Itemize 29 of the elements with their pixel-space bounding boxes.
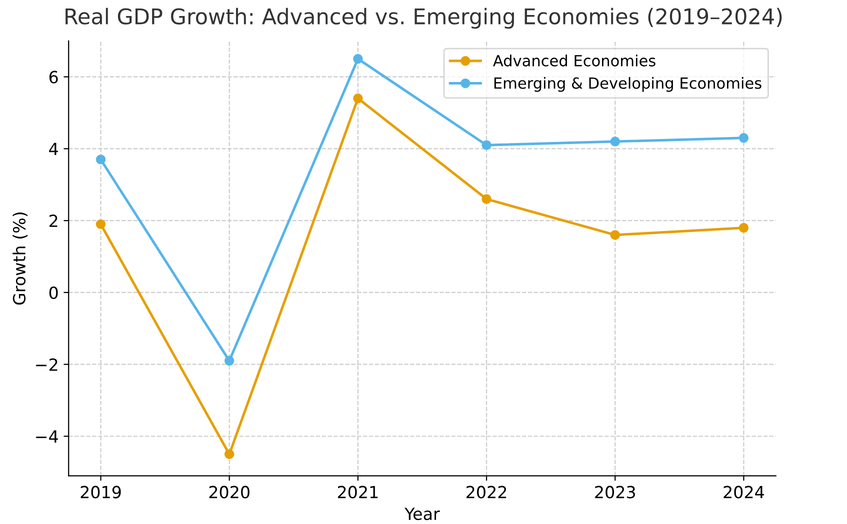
y-tick-label: 4	[49, 142, 58, 156]
point	[96, 219, 106, 230]
y-tick-label: 2	[50, 214, 58, 227]
y-tick-label: −4	[36, 430, 58, 443]
x-tick-label: 2019	[80, 486, 121, 498]
point	[482, 140, 492, 150]
legend-label: Emerging & Developing Economies	[494, 77, 762, 92]
y-tick-label: 6	[49, 70, 58, 84]
x-tick-label: 2021	[338, 486, 378, 498]
point	[224, 449, 234, 460]
x-tick-label: 2023	[595, 486, 635, 498]
y-axis-title: Growth (%)	[12, 212, 28, 305]
point	[224, 356, 234, 366]
point	[738, 222, 749, 233]
x-tick-label: 2024	[724, 486, 764, 498]
y-tick-label: 0	[49, 286, 58, 300]
y-tick-label: −2	[36, 358, 58, 371]
point	[610, 230, 620, 240]
point	[353, 94, 363, 104]
point	[353, 54, 363, 64]
point	[96, 154, 106, 164]
point	[610, 136, 620, 146]
x-tick-label: 2020	[209, 486, 250, 498]
chart-title: Real GDP Growth: Advanced vs. Emerging Economies (2019–2024)	[66, 8, 782, 29]
point	[738, 133, 749, 143]
point	[482, 194, 492, 204]
x-tick-label: 2022	[466, 486, 506, 498]
x-axis-title: Year	[404, 508, 440, 520]
legend-label: Advanced Economies	[493, 54, 656, 66]
